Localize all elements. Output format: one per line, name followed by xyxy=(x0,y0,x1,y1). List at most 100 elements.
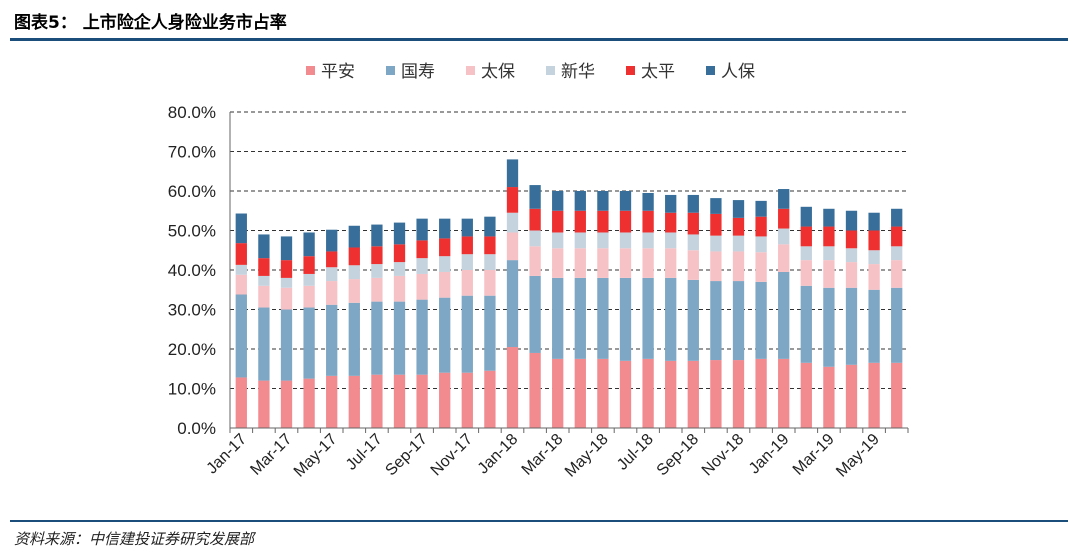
bar-stack xyxy=(393,222,406,428)
bar-stack xyxy=(868,212,880,428)
bar-segment xyxy=(778,358,790,428)
bar-segment xyxy=(461,295,473,373)
y-tick-label: 80.0% xyxy=(168,103,216,122)
bar-segment xyxy=(619,232,632,249)
bar-segment xyxy=(687,194,699,213)
bar-segment xyxy=(529,352,541,428)
bar-segment xyxy=(891,260,903,288)
bar-segment xyxy=(642,192,654,211)
bar-segment xyxy=(280,287,293,310)
bar-stack xyxy=(642,192,654,428)
bar-segment xyxy=(732,251,745,282)
bar-segment xyxy=(574,277,586,359)
legend-swatch xyxy=(706,66,715,75)
legend-swatch xyxy=(466,66,475,75)
bar-segment xyxy=(280,380,293,428)
bar-stack xyxy=(348,225,360,428)
bar-segment xyxy=(891,226,903,247)
bar-segment xyxy=(235,243,247,265)
bar-segment xyxy=(800,226,812,247)
bar-segment xyxy=(484,254,496,270)
bar-segment xyxy=(552,210,564,233)
bar-segment xyxy=(845,248,858,263)
bar-segment xyxy=(348,265,360,280)
bar-segment xyxy=(371,246,383,265)
bar-segment xyxy=(800,260,812,286)
bar-segment xyxy=(868,212,880,231)
bar-segment xyxy=(393,301,406,375)
bar-segment xyxy=(529,230,541,247)
bar-segment xyxy=(755,252,767,282)
footer-divider xyxy=(10,520,1068,522)
x-tick-label: Jan-19 xyxy=(746,431,793,478)
bar-segment xyxy=(348,302,360,376)
bar-segment xyxy=(755,358,767,428)
bar-segment xyxy=(506,212,519,233)
x-tick-label: Mar-18 xyxy=(519,431,567,479)
bar-segment xyxy=(665,277,677,361)
bar-segment xyxy=(868,250,880,265)
bar-segment xyxy=(280,260,293,278)
bar-segment xyxy=(393,222,406,245)
bar-segment xyxy=(845,364,858,428)
bar-segment xyxy=(439,238,451,257)
legend-item: 人保 xyxy=(706,62,755,82)
bar-segment xyxy=(393,374,406,428)
bar-segment xyxy=(710,235,722,252)
bar-segment xyxy=(778,189,790,209)
bar-segment xyxy=(778,244,790,272)
legend-label: 新华 xyxy=(561,62,595,82)
bar-segment xyxy=(258,285,270,308)
bar-stack xyxy=(619,191,632,428)
bar-segment xyxy=(619,210,632,233)
bar-segment xyxy=(597,210,609,233)
bar-segment xyxy=(800,285,812,363)
bar-segment xyxy=(506,260,519,348)
bar-segment xyxy=(642,232,654,249)
bar-segment xyxy=(845,262,858,288)
y-tick-label: 30.0% xyxy=(168,301,216,320)
bar-segment xyxy=(597,232,609,249)
bar-stack xyxy=(755,200,767,428)
bar-segment xyxy=(891,362,903,428)
bar-segment xyxy=(258,380,270,428)
bar-stack xyxy=(574,191,586,428)
bar-stack xyxy=(732,200,745,428)
bar-segment xyxy=(665,360,677,428)
bar-segment xyxy=(461,270,473,296)
bar-segment xyxy=(868,264,880,290)
bar-segment xyxy=(552,248,564,278)
bar-segment xyxy=(280,277,293,288)
bar-segment xyxy=(597,191,609,211)
bar-segment xyxy=(371,224,383,247)
bar-stack xyxy=(687,194,699,428)
bar-segment xyxy=(235,264,247,275)
legend-item: 新华 xyxy=(546,62,595,82)
bar-segment xyxy=(800,246,812,261)
bar-segment xyxy=(845,210,858,231)
bar-segment xyxy=(416,299,428,375)
bar-segment xyxy=(529,208,541,231)
bar-segment xyxy=(732,235,745,252)
bar-segment xyxy=(529,185,541,209)
bar-segment xyxy=(574,232,586,249)
bar-stack xyxy=(529,185,541,428)
bar-segment xyxy=(642,248,654,278)
y-tick-label: 10.0% xyxy=(168,380,216,399)
bar-segment xyxy=(371,374,383,428)
x-tick-label: Nov-17 xyxy=(428,431,477,480)
y-tick-label: 60.0% xyxy=(168,182,216,201)
bar-segment xyxy=(619,248,632,278)
bar-segment xyxy=(710,213,722,236)
bar-segment xyxy=(687,250,699,280)
bar-segment xyxy=(710,198,722,214)
bar-stack xyxy=(552,191,564,428)
bar-stack xyxy=(823,208,835,428)
bar-segment xyxy=(416,258,428,274)
bar-segment xyxy=(326,251,338,268)
bar-segment xyxy=(823,208,835,227)
bar-segment xyxy=(823,366,835,428)
bar-segment xyxy=(687,234,699,251)
bar-stack xyxy=(506,159,519,428)
legend-item: 太平 xyxy=(626,62,675,82)
